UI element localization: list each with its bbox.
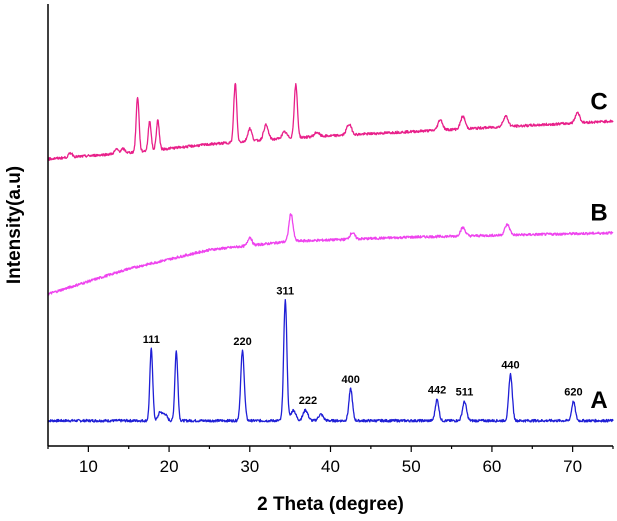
- series-label-b: B: [590, 200, 607, 227]
- series-line-a: [47, 298, 614, 423]
- x-tick-label: 10: [79, 457, 98, 476]
- peak-label: 111: [143, 334, 160, 346]
- peak-label: 440: [501, 359, 519, 371]
- series-line-b: [47, 213, 614, 296]
- axes: 10 20 30 40 50 60 70: [47, 4, 614, 476]
- x-axis-title: 2 Theta (degree): [257, 494, 404, 515]
- peak-label: 222: [299, 395, 317, 407]
- peak-label: 400: [341, 374, 359, 386]
- x-tick-label: 70: [563, 457, 582, 476]
- x-tick-label: 40: [321, 457, 340, 476]
- peak-label: 220: [233, 336, 251, 348]
- x-tick-label: 50: [402, 457, 421, 476]
- y-axis-title: Intensity(a.u): [4, 166, 25, 284]
- peak-label: 511: [456, 387, 474, 399]
- series-label-c: C: [590, 89, 607, 116]
- trace-group: [47, 82, 614, 423]
- series-label-a: A: [590, 387, 607, 414]
- label-group: A 111 220 311 222 400 442 511 440 620 B C: [143, 89, 608, 414]
- peak-label: 620: [564, 387, 582, 399]
- x-tick-label: 20: [160, 457, 179, 476]
- peak-label: 442: [428, 385, 446, 397]
- x-tick-label: 60: [482, 457, 501, 476]
- x-tick-label: 30: [240, 457, 259, 476]
- peak-label: 311: [276, 285, 294, 297]
- series-line-c: [47, 82, 614, 161]
